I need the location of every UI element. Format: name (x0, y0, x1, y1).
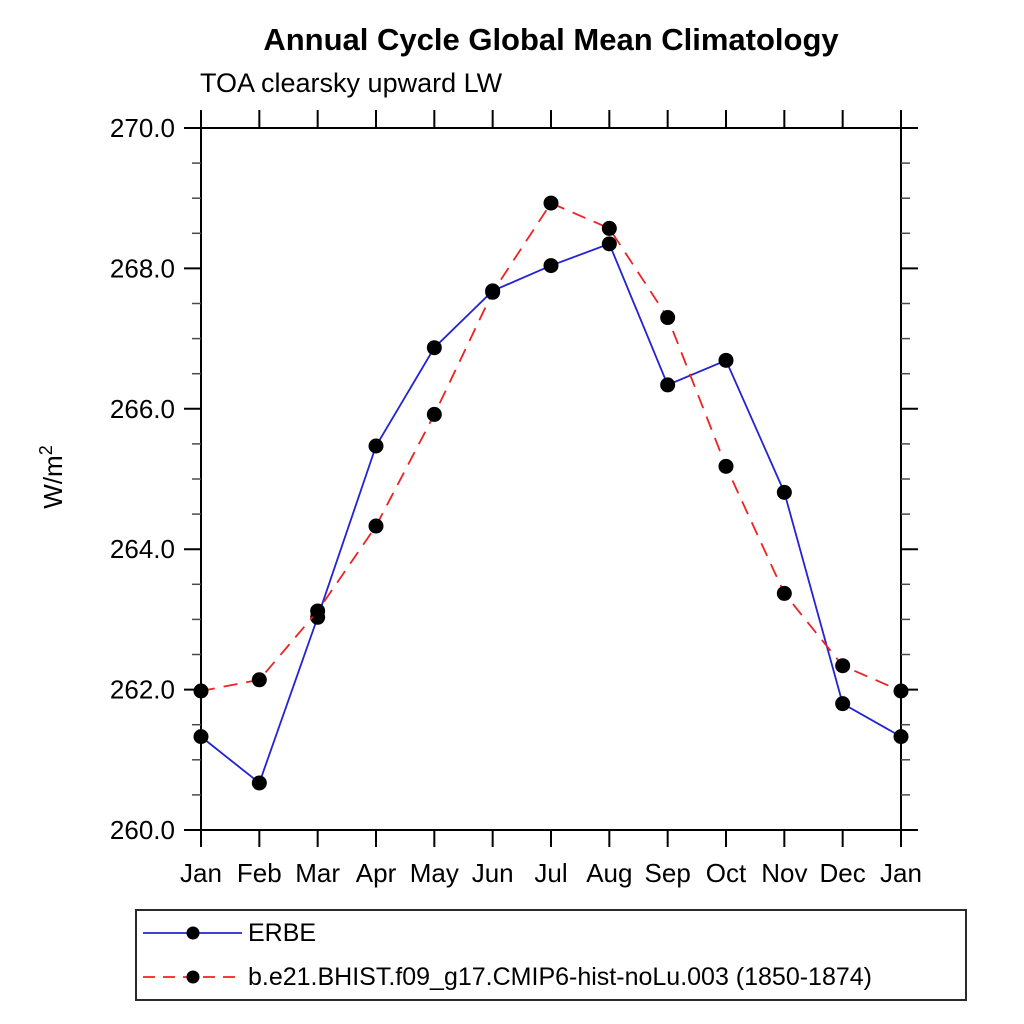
data-point-marker (368, 518, 384, 534)
chart-subtitle: TOA clearsky upward LW (200, 68, 503, 98)
data-point-marker (660, 310, 676, 326)
x-tick-label: Jul (534, 858, 567, 888)
data-point-marker (251, 672, 267, 688)
y-tick-label: 262.0 (110, 675, 175, 705)
data-point-marker (485, 284, 501, 300)
data-point-marker (835, 696, 851, 712)
x-tick-label: Jan (180, 858, 222, 888)
legend-key-solid-line-icon (143, 926, 242, 940)
y-tick-label: 270.0 (110, 113, 175, 143)
x-tick-label: Dec (820, 858, 866, 888)
data-point-marker (835, 658, 851, 674)
data-point-marker (893, 729, 909, 745)
x-tick-label: Nov (761, 858, 807, 888)
data-point-marker (718, 458, 734, 474)
legend-label-model: b.e21.BHIST.f09_g17.CMIP6-hist-noLu.003 … (248, 962, 872, 991)
x-tick-label: Oct (706, 858, 747, 888)
data-point-marker (193, 729, 209, 745)
x-tick-label: Apr (356, 858, 397, 888)
y-tick-label: 264.0 (110, 534, 175, 564)
plot-frame (200, 127, 902, 831)
data-point-marker (426, 406, 442, 422)
data-point-marker (543, 195, 559, 211)
data-point-marker (310, 603, 326, 619)
y-tick-label: 268.0 (110, 253, 175, 283)
series-line-0 (200, 242, 902, 785)
data-point-marker (893, 683, 909, 699)
data-point-marker (368, 438, 384, 454)
x-axis-ticks: Jan Feb Mar Apr May Jun Jul Aug Sep Oct Nov Dec Jan (180, 110, 922, 888)
data-point-marker (718, 352, 734, 368)
data-point-marker (601, 236, 617, 252)
legend-key-marker (186, 926, 200, 940)
x-tick-label: Jan (880, 858, 922, 888)
x-tick-label: Sep (645, 858, 691, 888)
data-point-marker (193, 683, 209, 699)
legend-box: ERBE b.e21.BHIST.f09_g17.CMIP6-hist-noLu… (135, 909, 967, 1001)
data-point-marker (776, 585, 792, 601)
data-point-marker (776, 484, 792, 500)
data-point-marker (251, 775, 267, 791)
x-tick-label: Mar (295, 858, 340, 888)
y-axis-ticks: 260.0 262.0 264.0 266.0 268.0 270.0 (110, 113, 918, 845)
x-tick-label: Feb (237, 858, 282, 888)
x-tick-label: May (410, 858, 459, 888)
chart-title: Annual Cycle Global Mean Climatology (263, 22, 839, 57)
series-line-1 (200, 201, 902, 692)
legend-row-model: b.e21.BHIST.f09_g17.CMIP6-hist-noLu.003 … (137, 957, 965, 997)
y-tick-label: 266.0 (110, 394, 175, 424)
legend-key-marker (186, 970, 200, 984)
y-axis-title: W/m2 (36, 445, 68, 508)
data-point-marker (660, 377, 676, 393)
legend-row-erbe: ERBE (137, 913, 965, 953)
y-tick-label: 260.0 (110, 815, 175, 845)
legend-key-dashed-line-icon (143, 970, 242, 984)
x-tick-label: Aug (586, 858, 632, 888)
x-tick-label: Jun (472, 858, 514, 888)
data-point-marker (543, 258, 559, 274)
data-point-marker (426, 340, 442, 356)
legend-label-erbe: ERBE (248, 918, 317, 947)
data-point-marker (601, 220, 617, 236)
